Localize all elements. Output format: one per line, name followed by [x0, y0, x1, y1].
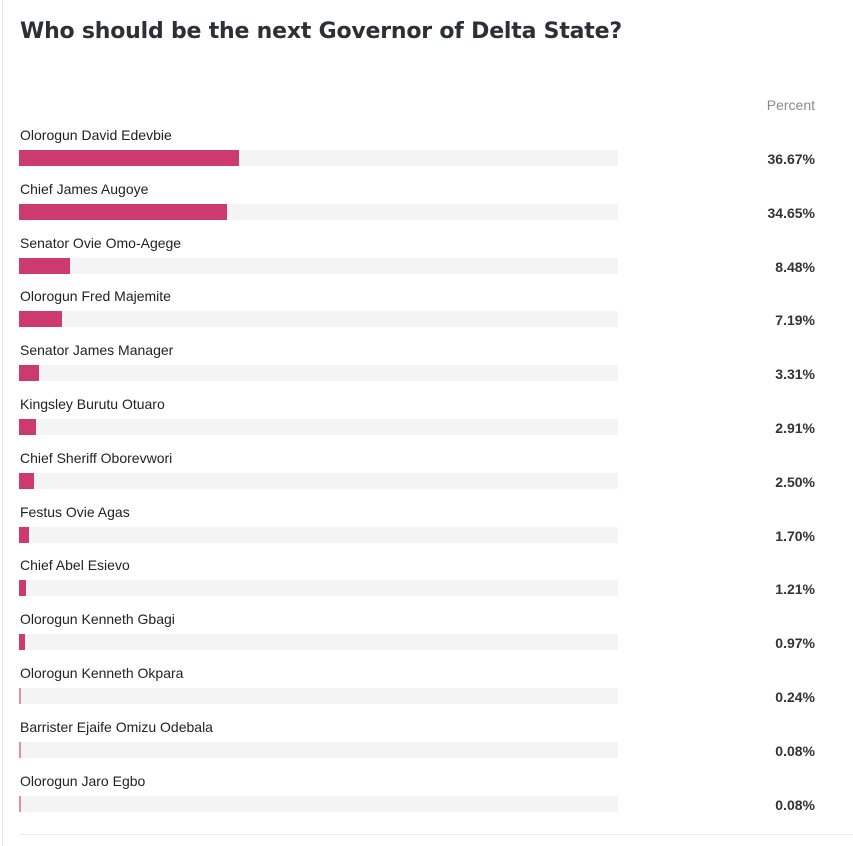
bar-label: Chief Abel Esievo	[20, 557, 130, 574]
bar-row: Barrister Ejaife Omizu Odebala 0.08%	[0, 719, 853, 773]
bar-track	[19, 365, 618, 382]
bar-row: Chief Sheriff Oborevwori 2.50%	[0, 450, 853, 504]
bar-value-label: 7.19%	[775, 312, 815, 329]
bar	[19, 203, 227, 220]
bar-label: Olorogun Fred Majemite	[20, 288, 171, 305]
bar-value-label: 0.08%	[775, 796, 815, 813]
bottom-divider	[19, 834, 853, 835]
chart-title: Who should be the next Governor of Delta…	[20, 19, 622, 44]
bar-value-label: 3.31%	[775, 366, 815, 383]
bar-track	[19, 741, 618, 758]
bar-row: Olorogun Fred Majemite 7.19%	[0, 288, 853, 342]
bar-label: Olorogun Kenneth Okpara	[20, 665, 184, 681]
bar-track	[19, 526, 618, 543]
bar-row: Olorogun Jaro Egbo 0.08%	[0, 773, 853, 827]
bar-value-label: 34.65%	[767, 204, 815, 221]
bar-row: Senator Ovie Omo-Agege 8.48%	[0, 235, 853, 289]
bar-value-label: 2.50%	[775, 473, 815, 490]
bar-label: Olorogun Jaro Egbo	[20, 772, 146, 789]
bar	[19, 795, 21, 812]
bar-track	[19, 580, 618, 597]
bar-row: Festus Ovie Agas 1.70%	[0, 504, 853, 558]
bar-track	[19, 203, 618, 220]
bar	[19, 741, 21, 758]
bar-label: Chief James Augoye	[20, 180, 149, 197]
bar-row: Chief Abel Esievo 1.21%	[0, 557, 853, 611]
bar-track	[19, 795, 618, 812]
bar	[19, 365, 39, 382]
bar	[19, 688, 21, 704]
bar-track	[19, 311, 618, 328]
bar-value-label: 8.48%	[775, 258, 815, 275]
bar-label: Barrister Ejaife Omizu Odebala	[20, 718, 213, 735]
bar	[19, 580, 27, 597]
bar-track	[19, 419, 618, 435]
bar-row: Kingsley Burutu Otuaro 2.91%	[0, 396, 853, 450]
bar-value-label: 0.97%	[775, 635, 815, 652]
bar	[19, 634, 25, 651]
bar-value-label: 1.70%	[775, 527, 815, 544]
bar-label: Olorogun David Edevbie	[20, 127, 172, 143]
bar-row: Senator James Manager 3.31%	[0, 342, 853, 396]
bar-label: Olorogun Kenneth Gbagi	[20, 611, 175, 628]
bar-label: Chief Sheriff Oborevwori	[20, 449, 173, 466]
bar-track	[19, 150, 618, 166]
bar	[19, 472, 34, 489]
bar-label: Senator Ovie Omo-Agege	[20, 234, 182, 251]
bar-track	[19, 472, 618, 489]
bar	[19, 150, 239, 166]
bar	[19, 257, 70, 274]
bar-track	[19, 634, 618, 651]
bar-label: Kingsley Burutu Otuaro	[20, 396, 165, 412]
bar-label: Festus Ovie Agas	[20, 503, 130, 520]
bar-value-label: 1.21%	[775, 581, 815, 598]
bar-row: Olorogun Kenneth Okpara 0.24%	[0, 665, 853, 719]
bar-track	[19, 257, 618, 274]
bar	[19, 526, 30, 543]
bar-value-label: 2.91%	[775, 420, 815, 436]
bar-row: Olorogun Kenneth Gbagi 0.97%	[0, 611, 853, 665]
bar-value-label: 0.24%	[775, 689, 815, 705]
bar-row: Olorogun David Edevbie 36.67%	[0, 127, 853, 181]
bar-value-label: 36.67%	[767, 151, 815, 167]
bar	[19, 311, 63, 328]
bar-value-label: 0.08%	[775, 742, 815, 759]
bar	[19, 419, 37, 435]
percent-column-header: Percent	[766, 97, 815, 113]
bar-track	[19, 688, 618, 704]
bar-row: Chief James Augoye 34.65%	[0, 181, 853, 235]
bar-label: Senator James Manager	[20, 342, 174, 359]
